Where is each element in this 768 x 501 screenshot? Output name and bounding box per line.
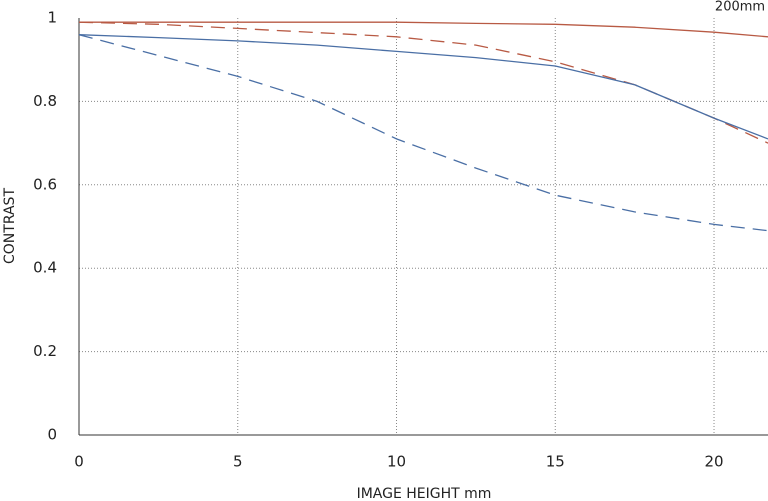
series-line (78, 21, 768, 144)
x-tick-label: 5 (233, 453, 243, 471)
x-tick-label: 10 (387, 453, 406, 471)
series-line (78, 34, 768, 232)
x-tick-label: 0 (74, 453, 84, 471)
y-tick-label: 0.8 (33, 92, 57, 110)
y-tick-label: 0.6 (33, 175, 57, 193)
y-axis-title: CONTRAST (2, 188, 18, 264)
y-tick-label: 0.2 (33, 342, 57, 360)
y-tick-label: 0 (47, 426, 57, 444)
x-axis-title: IMAGE HEIGHT mm (357, 486, 492, 501)
chart-subtitle: 200mm (715, 0, 765, 15)
x-tick-label: 15 (546, 453, 565, 471)
series-line (79, 21, 768, 38)
x-tick-label: 20 (704, 453, 723, 471)
series-line (78, 34, 768, 140)
y-tick-label: 1 (47, 9, 57, 27)
y-tick-label: 0.4 (33, 259, 57, 277)
